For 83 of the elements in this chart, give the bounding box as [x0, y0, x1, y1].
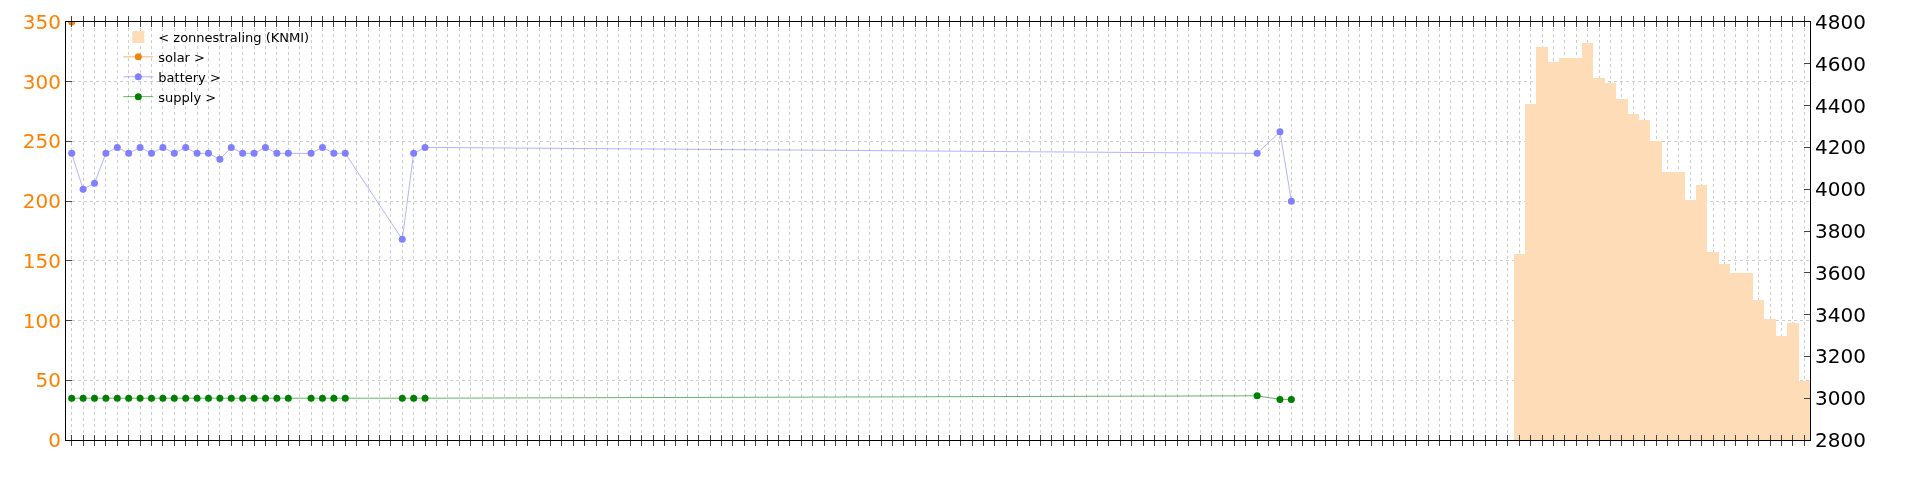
point	[250, 394, 258, 402]
point	[239, 149, 247, 157]
y-tick-label: 250	[22, 129, 61, 154]
point	[91, 179, 98, 187]
point	[341, 394, 349, 402]
point	[216, 394, 224, 402]
point	[227, 394, 235, 402]
point	[136, 143, 144, 151]
point	[204, 149, 212, 157]
point	[341, 149, 349, 157]
point	[68, 149, 76, 157]
legend-label: battery >	[158, 69, 221, 85]
point	[159, 394, 167, 402]
point	[170, 149, 178, 157]
point	[330, 394, 338, 402]
point	[91, 394, 98, 402]
y-tick-label: 200	[22, 189, 61, 214]
legend-label: supply >	[158, 89, 217, 105]
point	[147, 149, 155, 157]
point	[410, 394, 418, 402]
point	[79, 394, 87, 402]
point	[102, 394, 110, 402]
y2-tick-label: 4400	[1815, 93, 1866, 118]
point	[273, 149, 281, 157]
point	[318, 143, 326, 151]
y-tick-label: 350	[22, 10, 61, 34]
point	[1287, 197, 1295, 205]
y2-tick-label: 4000	[1815, 177, 1866, 202]
point	[330, 149, 338, 157]
y2-tick-label: 3000	[1815, 386, 1866, 411]
point	[204, 394, 212, 402]
point	[113, 394, 121, 402]
y-tick-label: 50	[35, 368, 61, 393]
y-tick-label: 150	[22, 248, 61, 273]
y-tick-label: 100	[22, 308, 61, 333]
point	[1253, 149, 1261, 157]
y2-tick-label: 4600	[1815, 51, 1866, 76]
point	[318, 394, 326, 402]
point	[307, 394, 315, 402]
point	[68, 394, 76, 402]
point	[261, 394, 269, 402]
point	[1276, 395, 1284, 403]
point	[250, 149, 258, 157]
point	[125, 149, 133, 157]
y-tick-label: 300	[22, 69, 61, 94]
point	[421, 394, 429, 402]
point	[159, 143, 167, 151]
point	[421, 143, 429, 151]
point	[410, 149, 418, 157]
y2-tick-label: 3200	[1815, 344, 1866, 369]
y2-tick-label: 3400	[1815, 302, 1866, 327]
y-tick-label: 0	[48, 428, 61, 452]
legend-label: solar >	[158, 49, 206, 65]
y2-tick-label: 3600	[1815, 260, 1866, 285]
point	[193, 149, 201, 157]
point	[284, 394, 292, 402]
point	[398, 394, 406, 402]
y2-tick-label: 2800	[1815, 428, 1866, 452]
point	[273, 394, 281, 402]
point	[79, 185, 87, 193]
point	[216, 155, 224, 163]
point	[1276, 128, 1284, 136]
point	[227, 143, 235, 151]
point	[147, 394, 155, 402]
point	[307, 149, 315, 157]
point	[136, 394, 144, 402]
y2-tick-label: 4200	[1815, 135, 1866, 160]
point	[398, 235, 406, 243]
point	[239, 394, 247, 402]
point	[1287, 395, 1295, 403]
point	[102, 149, 110, 157]
point	[182, 394, 190, 402]
y2-tick-label: 3800	[1815, 219, 1866, 243]
point	[113, 143, 121, 151]
point	[261, 143, 269, 151]
point	[193, 394, 201, 402]
legend-label: < zonnestraling (KNMI)	[158, 30, 310, 46]
point	[125, 394, 133, 402]
point	[170, 394, 178, 402]
point	[182, 143, 190, 151]
y2-tick-label: 4800	[1815, 10, 1866, 34]
point	[1253, 392, 1261, 400]
point	[284, 149, 292, 157]
